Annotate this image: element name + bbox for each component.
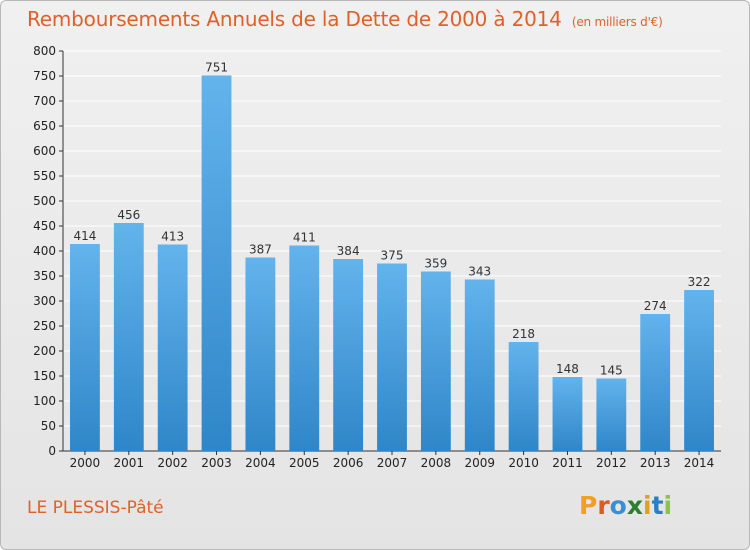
bar-2012 [596,378,627,451]
x-tick-label: 2005 [289,456,320,470]
data-label-2005: 411 [293,231,316,245]
x-tick-label: 2009 [464,456,495,470]
data-label-2008: 359 [424,257,447,271]
data-label-2001: 456 [117,208,140,222]
y-tick-label: 200 [33,344,56,358]
data-label-2004: 387 [249,243,272,257]
bar-2011 [552,377,583,451]
bar-2007 [377,263,407,451]
logo-letter: t [651,491,664,520]
data-label-2006: 384 [337,244,360,258]
y-tick-label: 700 [33,94,56,108]
bar-2003 [201,75,232,451]
bars [70,75,714,451]
x-tick-label: 2004 [245,456,276,470]
bar-2010 [508,342,539,451]
y-tick-label: 600 [33,144,56,158]
data-label-2012: 145 [600,364,623,378]
y-tick-label: 300 [33,294,56,308]
bar-2001 [113,223,144,451]
y-tick-label: 100 [33,394,56,408]
logo-letter: r [597,491,610,520]
commune-name: LE PLESSIS-Pâté [27,498,164,518]
bar-2013 [640,314,671,451]
data-label-2010: 218 [512,327,535,341]
bar-2005 [289,245,320,451]
proxiti-logo: Proxiti [579,491,672,520]
x-tick-label: 2006 [333,456,364,470]
data-label-2013: 274 [644,299,667,313]
y-tick-label: 250 [33,319,56,333]
bar-2002 [157,244,188,451]
x-tick-label: 2007 [377,456,408,470]
x-tick-label: 2011 [552,456,583,470]
x-tick-label: 2012 [596,456,627,470]
bar-2014 [684,290,714,451]
y-tick-label: 650 [33,119,56,133]
bar-2000 [70,244,100,451]
data-label-2007: 375 [381,249,404,263]
x-tick-label: 2008 [421,456,452,470]
data-label-2009: 343 [468,265,491,279]
y-tick-label: 0 [48,444,56,458]
y-tick-label: 50 [41,419,56,433]
y-tick-label: 450 [33,219,56,233]
x-tick-label: 2001 [114,456,145,470]
y-tick-label: 500 [33,194,56,208]
data-label-2014: 322 [688,275,711,289]
bar-2004 [245,257,276,451]
x-tick-label: 2002 [157,456,188,470]
y-tick-label: 150 [33,369,56,383]
axes: 0 50 100 150 200 250 300 350 400 450 500 550 600 650 7… [33,44,721,470]
data-label-2002: 413 [161,230,184,244]
y-tick-label: 750 [33,69,56,83]
logo-letter: o [609,491,627,520]
chart-title-text: Remboursements Annuels de la Dette de 20… [27,7,562,31]
data-label-2003: 751 [205,61,228,75]
data-label-2011: 148 [556,362,579,376]
y-tick-label: 800 [33,44,56,58]
data-labels: 414 456 413 751 387 411 384 375 359 343 218 148 145 2… [73,61,710,378]
x-tick-label: 2014 [684,456,715,470]
logo-letter: i [663,491,673,520]
bar-2008 [420,271,451,451]
bar-2006 [333,259,364,451]
y-tick-label: 550 [33,169,56,183]
x-tick-label: 2003 [201,456,232,470]
x-tick-label: 2000 [70,456,101,470]
chart-unit: (en milliers d'€) [571,15,663,29]
logo-letter: i [643,491,652,520]
y-tick-label: 400 [33,244,56,258]
logo-letter: x [626,491,643,520]
data-label-2000: 414 [73,229,96,243]
y-tick-label: 350 [33,269,56,283]
chart-title: Remboursements Annuels de la Dette de 20… [27,7,663,31]
x-tick-label: 2013 [640,456,671,470]
bar-2009 [464,279,495,451]
logo-letter: P [579,491,598,520]
x-tick-label: 2010 [508,456,539,470]
